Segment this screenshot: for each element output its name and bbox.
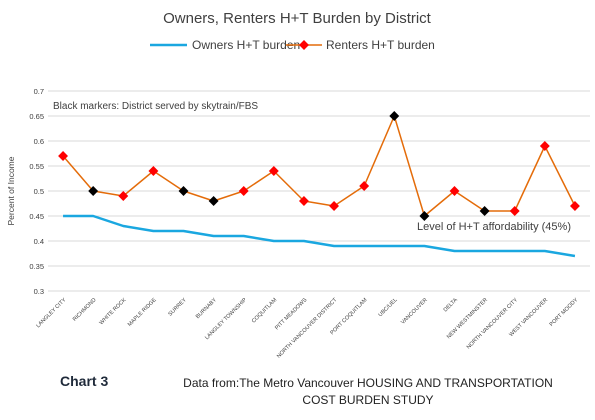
renters-data-point — [88, 186, 99, 196]
renters-data-point — [479, 206, 490, 216]
y-tick-label: 0.6 — [34, 137, 44, 146]
data-source-note: Data from:The Metro Vancouver HOUSING AN… — [148, 375, 588, 409]
x-tick-label: PORT MOODY — [549, 297, 580, 328]
y-tick-label: 0.3 — [34, 287, 44, 296]
skytrain-note: Black markers: District served by skytra… — [53, 101, 258, 112]
legend-renters-label: Renters H+T burden — [326, 38, 435, 52]
chart-title: Owners, Renters H+T Burden by District — [163, 10, 432, 27]
renters-data-point — [208, 196, 219, 206]
x-tick-label: UBC/UEL — [378, 297, 399, 318]
renters-data-point — [359, 181, 370, 191]
renters-series-line — [62, 115, 576, 217]
y-tick-label: 0.4 — [34, 237, 44, 246]
data-source-line-1: Data from:The Metro Vancouver HOUSING AN… — [183, 376, 553, 390]
y-tick-label: 0.35 — [29, 262, 44, 271]
x-tick-label: RICHMOND — [72, 297, 98, 323]
renters-data-point — [148, 166, 159, 176]
x-tick-label: WHITE ROCK — [99, 297, 128, 326]
x-tick-label: VANCOUVER — [400, 297, 429, 326]
owners-series-line — [63, 214, 576, 258]
renters-data-point — [118, 191, 129, 201]
renters-data-point — [58, 151, 69, 161]
x-tick-label: SURREY — [167, 297, 188, 318]
x-tick-label: PITT MEADOWS — [274, 297, 308, 331]
renters-data-point — [268, 166, 279, 176]
legend-renters-marker — [299, 40, 309, 50]
renters-data-point — [298, 196, 309, 206]
renters-data-point — [539, 141, 550, 151]
affordability-note: Level of H+T affordability (45%) — [417, 221, 571, 233]
renters-data-point — [569, 201, 580, 211]
y-tick-label: 0.5 — [34, 187, 44, 196]
renters-data-point — [329, 201, 340, 211]
chart-number-label: Chart 3 — [60, 373, 109, 389]
x-tick-label: LANGLEY CITY — [35, 297, 67, 329]
renters-data-point — [389, 111, 400, 121]
y-tick-label: 0.7 — [34, 87, 44, 96]
renters-data-point — [419, 211, 430, 221]
x-tick-label: NORTH VANCOUVER CITY — [466, 297, 520, 351]
renters-data-point — [509, 206, 520, 216]
y-axis-label: Percent of Income — [6, 156, 16, 225]
x-tick-label: COQUITLAM — [251, 297, 279, 325]
renters-data-point — [178, 186, 189, 196]
y-tick-label: 0.55 — [29, 162, 44, 171]
x-tick-label: BURNABY — [195, 297, 218, 320]
legend-owners-label: Owners H+T burden — [192, 38, 300, 52]
renters-data-point — [238, 186, 249, 196]
x-tick-label: DELTA — [443, 297, 459, 313]
renters-data-point — [449, 186, 460, 196]
y-tick-label: 0.65 — [29, 112, 44, 121]
y-tick-label: 0.45 — [29, 212, 44, 221]
x-tick-label: NORTH VANCOUVER DISTRICT — [276, 297, 339, 360]
data-source-line-2: COST BURDEN STUDY — [302, 393, 434, 407]
x-tick-label: MAPLE RIDGE — [127, 297, 158, 328]
